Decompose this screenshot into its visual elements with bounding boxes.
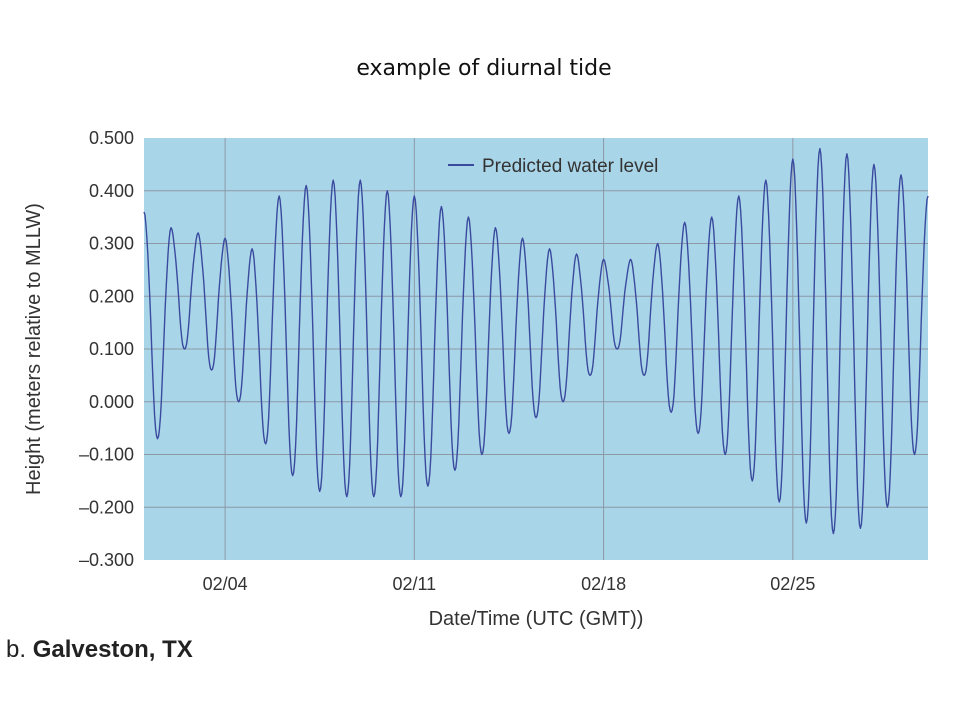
- x-tick-label: 02/25: [770, 574, 815, 594]
- y-tick-label: –0.100: [79, 445, 134, 465]
- x-tick-label: 02/11: [392, 574, 436, 594]
- y-tick-label: –0.200: [79, 497, 134, 517]
- y-tick-label: 0.500: [89, 128, 134, 148]
- y-tick-label: 0.000: [89, 392, 134, 412]
- y-tick-label: –0.300: [79, 550, 134, 570]
- slide-title: example of diurnal tide: [356, 56, 612, 81]
- y-tick-label: 0.400: [89, 181, 134, 201]
- figure-caption: b. Galveston, TX: [6, 636, 193, 664]
- y-axis-title: Height (meters relative to MLLW): [23, 203, 45, 495]
- x-axis-ticks: 02/04 02/11 02/18 02/25: [203, 574, 816, 594]
- legend-label: Predicted water level: [482, 156, 658, 177]
- series-line-predicted-water-level: [143, 147, 929, 535]
- legend: Predicted water level: [448, 156, 658, 177]
- y-axis-ticks: –0.300 –0.200 –0.100 0.000 0.100 0.200 0.300 0.…: [79, 128, 134, 570]
- y-tick-label: 0.100: [89, 339, 134, 359]
- y-tick-label: 0.200: [89, 286, 134, 306]
- y-tick-label: 0.300: [89, 234, 134, 254]
- x-tick-label: 02/04: [203, 574, 248, 594]
- caption-prefix: b.: [6, 636, 27, 663]
- caption-location: Galveston, TX: [32, 636, 193, 663]
- x-tick-label: 02/18: [581, 574, 626, 594]
- x-axis-title: Date/Time (UTC (GMT)): [429, 608, 644, 630]
